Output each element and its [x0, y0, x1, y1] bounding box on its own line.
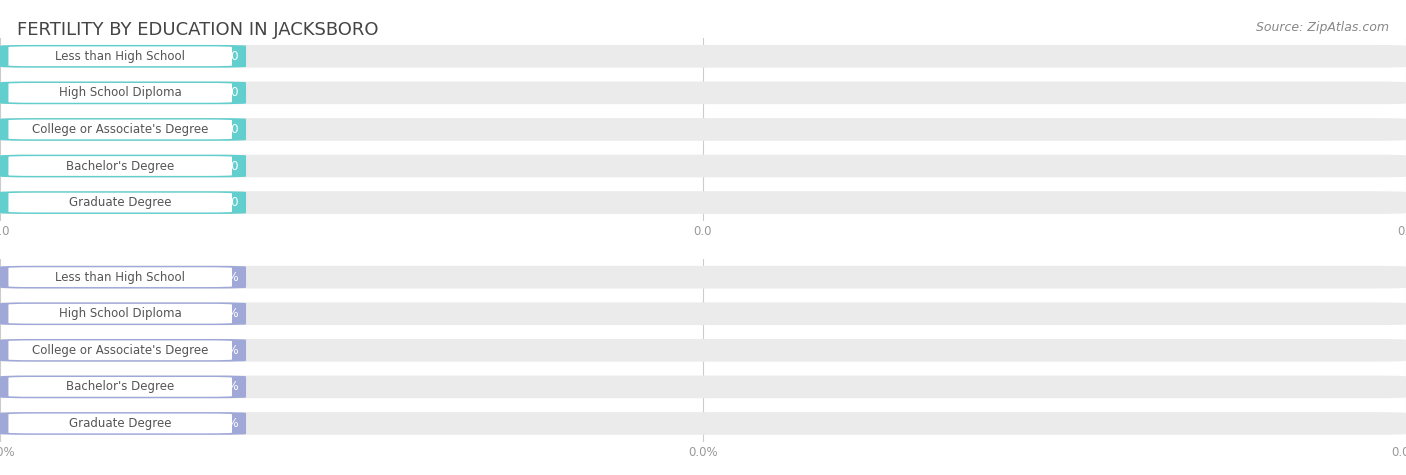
- FancyBboxPatch shape: [0, 339, 1406, 361]
- FancyBboxPatch shape: [0, 376, 1406, 398]
- FancyBboxPatch shape: [8, 377, 232, 397]
- FancyBboxPatch shape: [0, 303, 246, 325]
- FancyBboxPatch shape: [8, 414, 232, 433]
- Text: Graduate Degree: Graduate Degree: [69, 196, 172, 209]
- FancyBboxPatch shape: [0, 191, 1406, 214]
- FancyBboxPatch shape: [0, 412, 1406, 435]
- FancyBboxPatch shape: [0, 339, 246, 361]
- Text: 0.0: 0.0: [221, 196, 239, 209]
- Text: 0.0%: 0.0%: [209, 380, 239, 393]
- Text: 0.0: 0.0: [221, 123, 239, 136]
- Text: Source: ZipAtlas.com: Source: ZipAtlas.com: [1256, 21, 1389, 34]
- FancyBboxPatch shape: [8, 267, 232, 287]
- FancyBboxPatch shape: [0, 412, 246, 435]
- FancyBboxPatch shape: [8, 47, 232, 66]
- FancyBboxPatch shape: [8, 193, 232, 212]
- FancyBboxPatch shape: [0, 376, 246, 398]
- FancyBboxPatch shape: [0, 82, 1406, 104]
- FancyBboxPatch shape: [8, 304, 232, 323]
- FancyBboxPatch shape: [8, 341, 232, 360]
- Text: High School Diploma: High School Diploma: [59, 307, 181, 320]
- Text: Bachelor's Degree: Bachelor's Degree: [66, 380, 174, 393]
- FancyBboxPatch shape: [0, 303, 1406, 325]
- Text: High School Diploma: High School Diploma: [59, 86, 181, 99]
- FancyBboxPatch shape: [0, 155, 246, 177]
- Text: College or Associate's Degree: College or Associate's Degree: [32, 344, 208, 357]
- FancyBboxPatch shape: [0, 266, 1406, 288]
- FancyBboxPatch shape: [8, 156, 232, 176]
- Text: Less than High School: Less than High School: [55, 271, 186, 284]
- FancyBboxPatch shape: [0, 82, 246, 104]
- Text: Graduate Degree: Graduate Degree: [69, 417, 172, 430]
- Text: 0.0%: 0.0%: [209, 307, 239, 320]
- FancyBboxPatch shape: [0, 118, 246, 141]
- FancyBboxPatch shape: [0, 266, 246, 288]
- FancyBboxPatch shape: [0, 191, 246, 214]
- FancyBboxPatch shape: [8, 83, 232, 103]
- Text: 0.0%: 0.0%: [209, 417, 239, 430]
- FancyBboxPatch shape: [0, 118, 1406, 141]
- Text: 0.0: 0.0: [221, 50, 239, 63]
- FancyBboxPatch shape: [0, 155, 1406, 177]
- FancyBboxPatch shape: [8, 120, 232, 139]
- FancyBboxPatch shape: [0, 45, 246, 67]
- Text: 0.0%: 0.0%: [209, 271, 239, 284]
- Text: 0.0: 0.0: [221, 160, 239, 172]
- Text: 0.0%: 0.0%: [209, 344, 239, 357]
- Text: FERTILITY BY EDUCATION IN JACKSBORO: FERTILITY BY EDUCATION IN JACKSBORO: [17, 21, 378, 39]
- Text: 0.0: 0.0: [221, 86, 239, 99]
- FancyBboxPatch shape: [0, 45, 1406, 67]
- Text: College or Associate's Degree: College or Associate's Degree: [32, 123, 208, 136]
- Text: Bachelor's Degree: Bachelor's Degree: [66, 160, 174, 172]
- Text: Less than High School: Less than High School: [55, 50, 186, 63]
